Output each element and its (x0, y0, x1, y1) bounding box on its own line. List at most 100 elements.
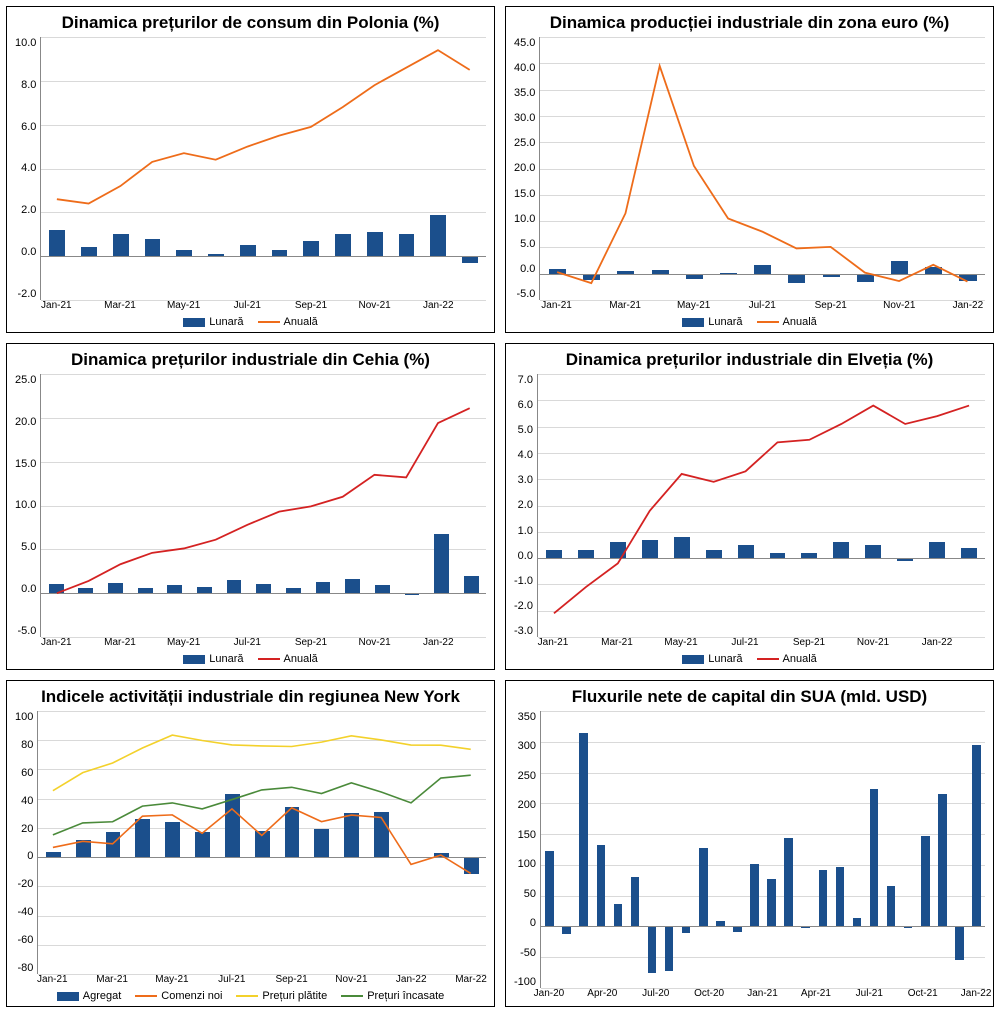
plot (539, 37, 985, 300)
chart-title: Dinamica prețurilor de consum din Poloni… (15, 13, 486, 33)
line-overlay (38, 711, 486, 974)
y-tick-label: 0.0 (518, 550, 533, 562)
legend-label: Anuală (783, 316, 817, 328)
x-tick-label: May-21 (677, 300, 710, 311)
plot (540, 711, 985, 988)
x-tick-label: Jan-21 (37, 974, 68, 985)
y-tick-label: 250 (518, 770, 536, 782)
bar (887, 886, 896, 927)
legend-item: Anuală (757, 653, 817, 665)
plot (37, 711, 486, 974)
chart-poland: Dinamica prețurilor de consum din Poloni… (6, 6, 495, 333)
legend-label: Agregat (83, 990, 122, 1002)
y-tick-label: 0 (27, 850, 33, 862)
legend-item: Lunară (682, 316, 742, 328)
y-tick-label: 4.0 (518, 449, 533, 461)
x-tick-label: Mar-21 (601, 637, 633, 648)
line-overlay (41, 374, 486, 637)
y-tick-label: 10.0 (514, 213, 535, 225)
bar (631, 877, 640, 926)
series-line (554, 406, 969, 614)
chart-cehia: Dinamica prețurilor industriale din Cehi… (6, 343, 495, 670)
chart-title: Indicele activității industriale din reg… (15, 687, 486, 707)
y-tick-label: 5.0 (21, 541, 36, 553)
x-tick-label: Jan-21 (747, 988, 778, 999)
x-tick-label: Jan-20 (534, 988, 565, 999)
y-tick-label: 100 (15, 711, 33, 723)
y-tick-label: 80 (21, 739, 33, 751)
y-tick-label: 200 (518, 799, 536, 811)
chart-title: Dinamica prețurilor industriale din Elve… (514, 350, 985, 370)
x-tick-label: Jul-21 (731, 637, 758, 648)
y-tick-label: -3.0 (514, 625, 533, 637)
x-tick-label: Nov-21 (358, 300, 390, 311)
bar (699, 848, 708, 926)
x-tick-label: Apr-21 (801, 988, 831, 999)
y-tick-label: -80 (17, 962, 33, 974)
bar (955, 926, 964, 960)
legend-item: Anuală (258, 653, 318, 665)
legend-label: Prețuri plătite (262, 990, 327, 1002)
x-axis: Jan-20Apr-20Jul-20Oct-20Jan-21Apr-21Jul-… (540, 988, 985, 1002)
y-tick-label: 6.0 (518, 399, 533, 411)
x-tick-label: Oct-20 (694, 988, 724, 999)
x-axis: Jan-21Mar-21May-21Jul-21Sep-21Nov-21Jan-… (37, 974, 486, 988)
x-tick-label: May-21 (167, 637, 200, 648)
y-tick-label: 25.0 (15, 374, 36, 386)
y-tick-label: 2.0 (21, 204, 36, 216)
y-tick-label: 10.0 (15, 37, 36, 49)
plot (40, 37, 486, 300)
legend-item: Lunară (682, 653, 742, 665)
series-line (57, 50, 470, 203)
legend-item: Lunară (183, 653, 243, 665)
x-tick-label: Sep-21 (815, 300, 847, 311)
y-tick-label: 2.0 (518, 499, 533, 511)
y-tick-label: 50 (524, 888, 536, 900)
x-tick-label: Sep-21 (275, 974, 307, 985)
bar (938, 794, 947, 927)
y-tick-label: 5.0 (518, 424, 533, 436)
bar (767, 879, 776, 926)
legend: Lunară Anuală (15, 653, 486, 665)
plot-area: 100806040200-20-40-60-80Jan-21Mar-21May-… (15, 711, 486, 988)
x-tick-label: Mar-21 (96, 974, 128, 985)
plot-area: 350300250200150100500-50-100Jan-20Apr-20… (514, 711, 985, 1002)
x-axis: Jan-21Mar-21May-21Jul-21Sep-21Nov-21Jan-… (40, 300, 486, 314)
bar (648, 926, 657, 972)
y-tick-label: 60 (21, 767, 33, 779)
x-tick-label: Jan-21 (541, 300, 572, 311)
y-tick-label: -40 (17, 906, 33, 918)
chart-sua-capital: Fluxurile nete de capital din SUA (mld. … (505, 680, 994, 1007)
x-tick-label: Sep-21 (295, 300, 327, 311)
y-tick-label: 15.0 (15, 458, 36, 470)
y-axis: 45.040.035.030.025.020.015.010.05.00.0-5… (514, 37, 539, 314)
series-line (558, 66, 968, 283)
x-tick-label: Mar-21 (104, 637, 136, 648)
legend-label: Comenzi noi (161, 990, 222, 1002)
chart-title: Fluxurile nete de capital din SUA (mld. … (514, 687, 985, 707)
y-tick-label: 300 (518, 740, 536, 752)
plot-area: 45.040.035.030.025.020.015.010.05.00.0-5… (514, 37, 985, 314)
plot-area: 25.020.015.010.05.00.0-5.0Jan-21Mar-21Ma… (15, 374, 486, 651)
x-tick-label: Nov-21 (857, 637, 889, 648)
bar (665, 926, 674, 970)
bar (853, 918, 862, 926)
y-tick-label: -2.0 (17, 288, 36, 300)
y-tick-label: 20.0 (15, 416, 36, 428)
legend-swatch (183, 655, 205, 664)
legend-item: Agregat (57, 990, 122, 1002)
legend-item: Prețuri plătite (236, 990, 327, 1002)
bar (836, 867, 845, 927)
legend-label: Lunară (209, 653, 243, 665)
y-tick-label: 45.0 (514, 37, 535, 49)
legend-line-swatch (258, 321, 280, 323)
x-tick-label: Jan-21 (41, 637, 72, 648)
y-tick-label: 150 (518, 829, 536, 841)
x-tick-label: Apr-20 (587, 988, 617, 999)
y-tick-label: 25.0 (514, 137, 535, 149)
legend-item: Anuală (757, 316, 817, 328)
plot-area: 7.06.05.04.03.02.01.00.0-1.0-2.0-3.0Jan-… (514, 374, 985, 651)
legend-swatch (183, 318, 205, 327)
bar (972, 745, 981, 927)
bar (614, 904, 623, 926)
